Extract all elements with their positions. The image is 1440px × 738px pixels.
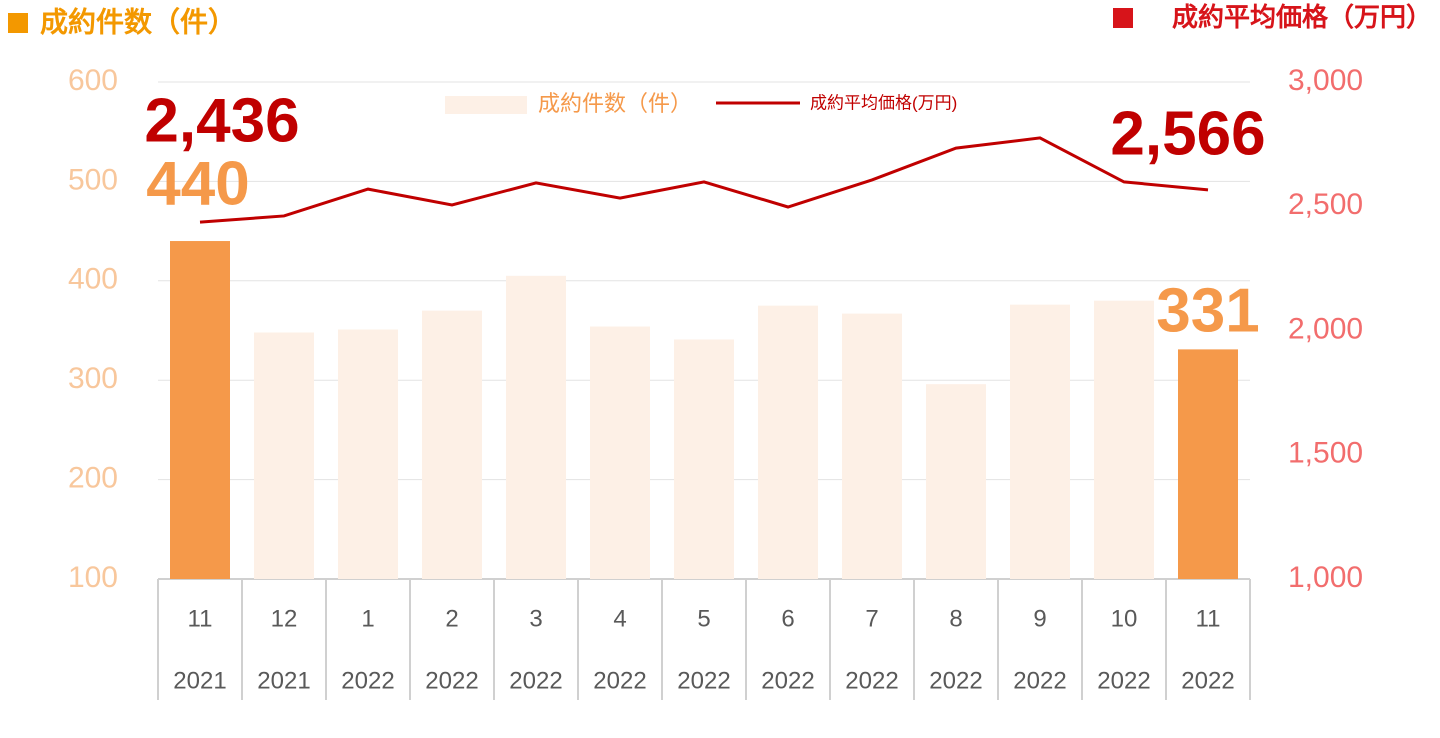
value-label: 331: [1156, 276, 1259, 345]
y-tick-label: 400: [68, 263, 118, 296]
bar: [758, 305, 818, 579]
x-tick-label: 8: [949, 605, 962, 632]
x-group-label: 2022: [929, 667, 982, 694]
chart-title-left: 成約件数（件）: [40, 5, 236, 37]
bar: [422, 310, 482, 579]
legend-swatch: [445, 96, 527, 114]
x-group-label: 2022: [677, 667, 730, 694]
bar: [1178, 349, 1238, 579]
x-tick-label: 11: [188, 605, 213, 632]
bar: [1094, 300, 1154, 579]
y-tick-label: 300: [68, 362, 118, 395]
value-label: 2,436: [144, 86, 299, 155]
line: [199, 136, 1209, 224]
bar: [842, 313, 902, 579]
y2-tick-label: 3,000: [1288, 64, 1363, 97]
legend-label: 成約平均価格(万円): [810, 93, 957, 112]
x-group-label: 2022: [593, 667, 646, 694]
x-group-label: 2022: [1013, 667, 1066, 694]
bar: [338, 329, 398, 579]
y-tick-label: 600: [68, 64, 118, 97]
y-tick-label: 200: [68, 462, 118, 495]
x-group-label: 2022: [509, 667, 562, 694]
bar: [926, 384, 986, 579]
x-group-label: 2021: [173, 667, 226, 694]
x-group-label: 2022: [1097, 667, 1150, 694]
x-tick-label: 3: [529, 605, 542, 632]
x-group-label: 2022: [1181, 667, 1234, 694]
bar: [254, 332, 314, 579]
x-tick-label: 2: [445, 605, 458, 632]
y2-tick-label: 1,500: [1288, 437, 1363, 470]
x-group-label: 2022: [341, 667, 394, 694]
bar: [590, 326, 650, 579]
y2-tick-label: 2,500: [1288, 188, 1363, 221]
bar: [170, 241, 230, 580]
x-tick-label: 9: [1033, 605, 1046, 632]
x-tick-label: 1: [361, 605, 374, 632]
y2-tick-label: 1,000: [1288, 561, 1363, 594]
x-group-label: 2021: [257, 667, 310, 694]
value-label: 2,566: [1110, 99, 1265, 168]
x-tick-label: 12: [271, 605, 298, 632]
y-tick-label: 100: [68, 561, 118, 594]
title-square: [8, 13, 28, 33]
value-label: 440: [146, 149, 249, 218]
y2-tick-label: 2,000: [1288, 312, 1363, 345]
x-tick-label: 7: [865, 605, 878, 632]
chart-title-right: 成約平均価格（万円）: [1172, 2, 1432, 32]
x-tick-label: 4: [613, 605, 626, 632]
x-tick-label: 11: [1196, 605, 1221, 632]
bar: [506, 275, 566, 579]
bar: [1010, 304, 1070, 579]
x-group-label: 2022: [845, 667, 898, 694]
x-group-label: 2022: [425, 667, 478, 694]
x-tick-label: 10: [1111, 605, 1138, 632]
x-group-label: 2022: [761, 667, 814, 694]
x-tick-label: 5: [697, 605, 710, 632]
title-square: [1113, 8, 1133, 28]
x-tick-label: 6: [781, 605, 794, 632]
legend-label: 成約件数（件）: [538, 91, 692, 116]
y-tick-label: 500: [68, 163, 118, 196]
bar: [674, 339, 734, 579]
